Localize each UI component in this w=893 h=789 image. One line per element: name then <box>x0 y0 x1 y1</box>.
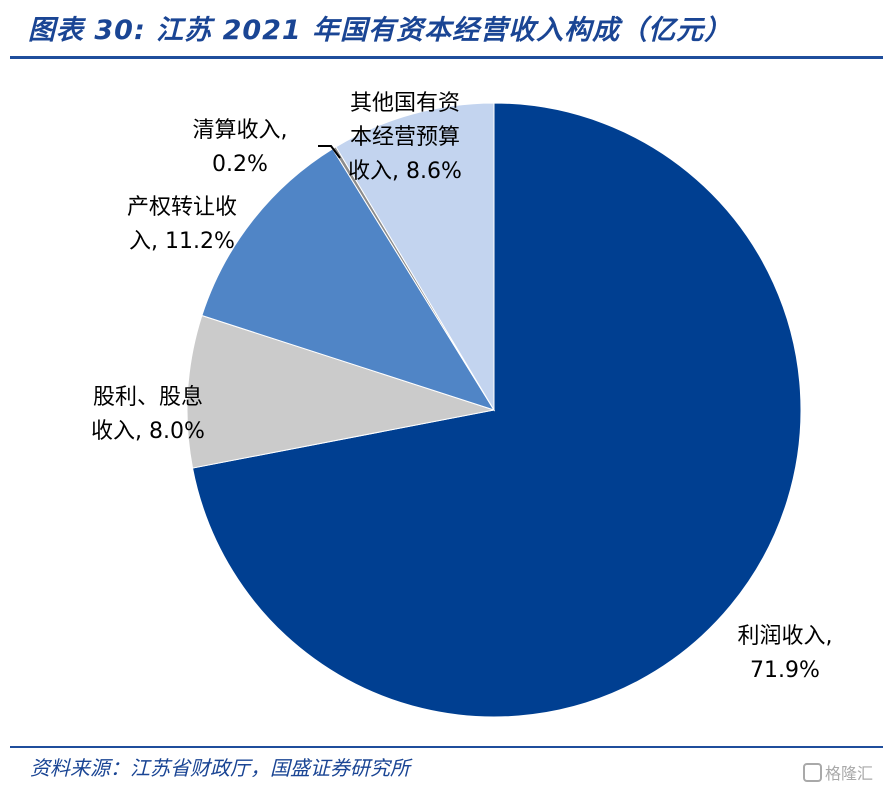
source-divider <box>10 746 883 748</box>
slice-label-line: 其他国有资 <box>350 91 460 116</box>
pie-slice-5 <box>335 102 495 412</box>
leader-line-liquidation <box>318 145 341 159</box>
watermark-text: 格隆汇 <box>825 764 874 783</box>
slice-label-line: 股利、股息 <box>93 385 203 410</box>
slice-label-1: 利润收入, 71.9% <box>738 624 833 683</box>
slice-label-line: 收入, 8.6% <box>348 159 462 184</box>
slice-label-2: 股利、股息收入, 8.0% <box>91 385 205 444</box>
title-underline <box>10 56 883 59</box>
pie-slice-1 <box>191 102 802 718</box>
slice-label-line: 71.9% <box>750 658 820 683</box>
slice-label-line: 清算收入, <box>193 118 288 143</box>
slice-label-line: 利润收入, <box>738 624 833 649</box>
chart-title: 图表 30: 江苏 2021 年国有资本经营收入构成（亿元） <box>28 15 733 46</box>
watermark: 格隆汇 <box>803 760 873 784</box>
pie-slice-3 <box>201 148 496 411</box>
slice-label-line: 收入, 8.0% <box>91 419 205 444</box>
source-note: 资料来源：江苏省财政厅，国盛证券研究所 <box>30 756 410 780</box>
slice-label-5: 其他国有资本经营预算收入, 8.6% <box>348 91 462 184</box>
pie-slice-2 <box>186 314 495 469</box>
slice-label-line: 0.2% <box>212 152 268 177</box>
slice-label-line: 本经营预算 <box>350 125 460 150</box>
slice-label-3: 产权转让收入, 11.2% <box>127 195 237 254</box>
slice-label-4: 清算收入, 0.2% <box>193 118 288 177</box>
watermark-logo-icon <box>803 763 822 782</box>
slice-label-line: 产权转让收 <box>127 195 237 220</box>
slice-label-line: 入, 11.2% <box>129 229 235 254</box>
